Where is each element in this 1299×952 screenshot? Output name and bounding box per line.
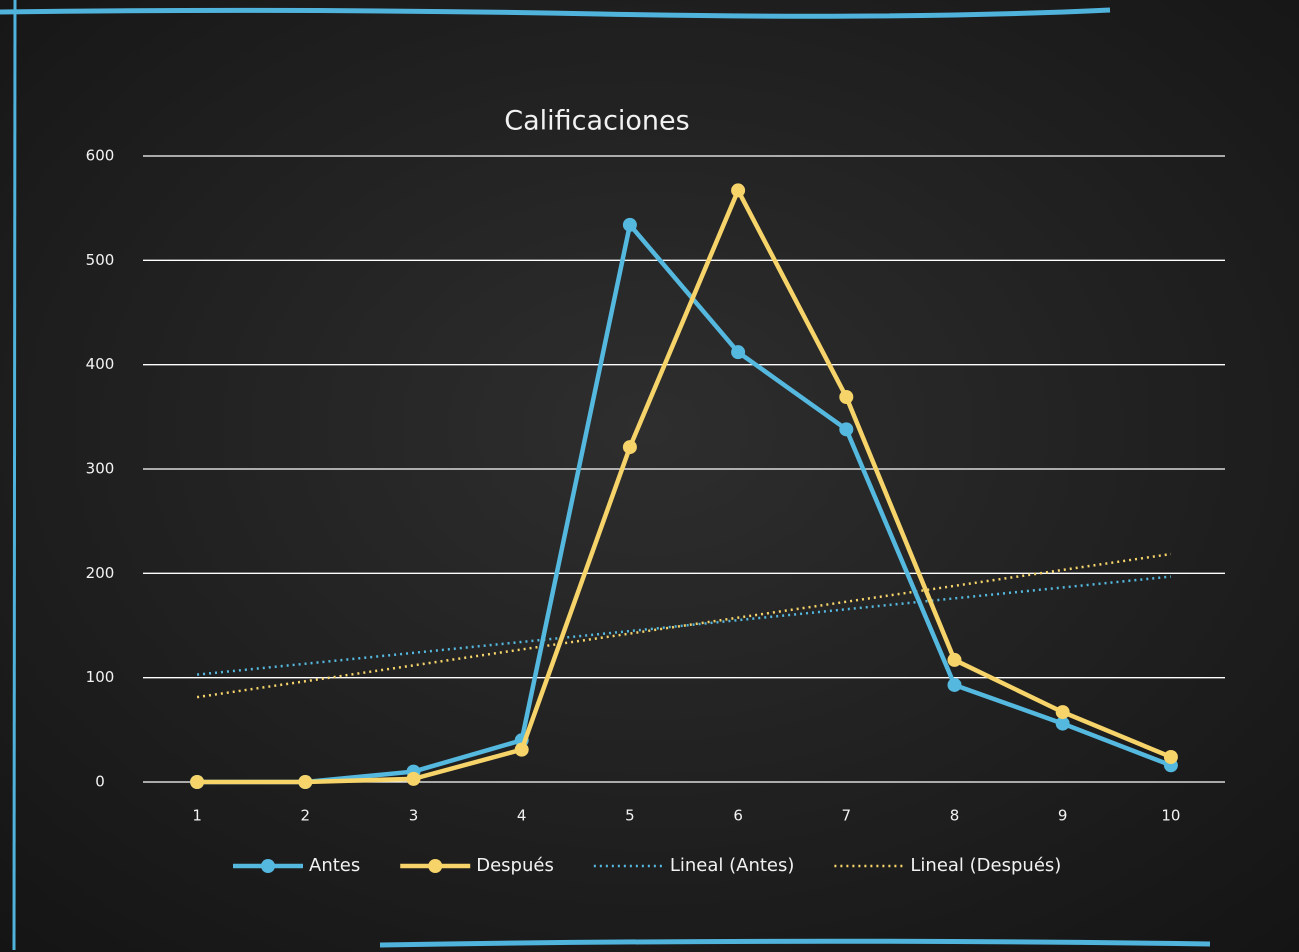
point (839, 422, 854, 437)
frame-top (0, 7, 1111, 19)
point (947, 652, 962, 667)
x-tick-label: 9 (1058, 807, 1068, 825)
point (190, 775, 205, 789)
y-tick-label: 0 (95, 773, 105, 791)
frame-left (12, 0, 17, 951)
x-tick-label: 7 (842, 807, 852, 825)
y-tick-label: 500 (86, 251, 115, 269)
point (406, 771, 421, 786)
legend-marker (428, 859, 443, 873)
legend-marker (261, 859, 275, 873)
point (731, 345, 746, 360)
point (947, 677, 962, 692)
x-tick-label: 2 (301, 807, 311, 825)
legend-label: Después (476, 855, 554, 876)
x-tick-label: 4 (517, 807, 527, 825)
x-tick-label: 6 (733, 807, 743, 825)
y-tick-label: 600 (86, 147, 115, 165)
point (298, 775, 313, 789)
point (622, 217, 637, 232)
legend-label: Lineal (Después) (910, 855, 1061, 876)
point (839, 390, 854, 405)
y-tick-label: 100 (86, 668, 115, 686)
point (622, 440, 637, 455)
legend-label: Antes (309, 855, 360, 876)
x-tick-label: 1 (192, 807, 202, 825)
point (1055, 705, 1070, 720)
frame-bottom (379, 938, 1211, 948)
series-line (197, 188, 1172, 785)
x-tick-label: 8 (950, 807, 960, 825)
x-tick-label: 3 (409, 807, 419, 825)
point (514, 742, 529, 757)
point (1163, 749, 1178, 764)
y-tick-label: 200 (86, 564, 115, 582)
series-line (197, 222, 1172, 785)
point (731, 183, 746, 198)
trendline (196, 575, 1172, 676)
chart-title: Calificaciones (504, 106, 689, 137)
point (1055, 716, 1070, 731)
x-tick-label: 10 (1161, 807, 1180, 825)
legend-label: Lineal (Antes) (670, 855, 795, 876)
x-tick-label: 5 (625, 807, 635, 825)
trendline (196, 552, 1172, 699)
y-tick-label: 400 (86, 355, 115, 373)
y-tick-label: 300 (86, 460, 115, 478)
